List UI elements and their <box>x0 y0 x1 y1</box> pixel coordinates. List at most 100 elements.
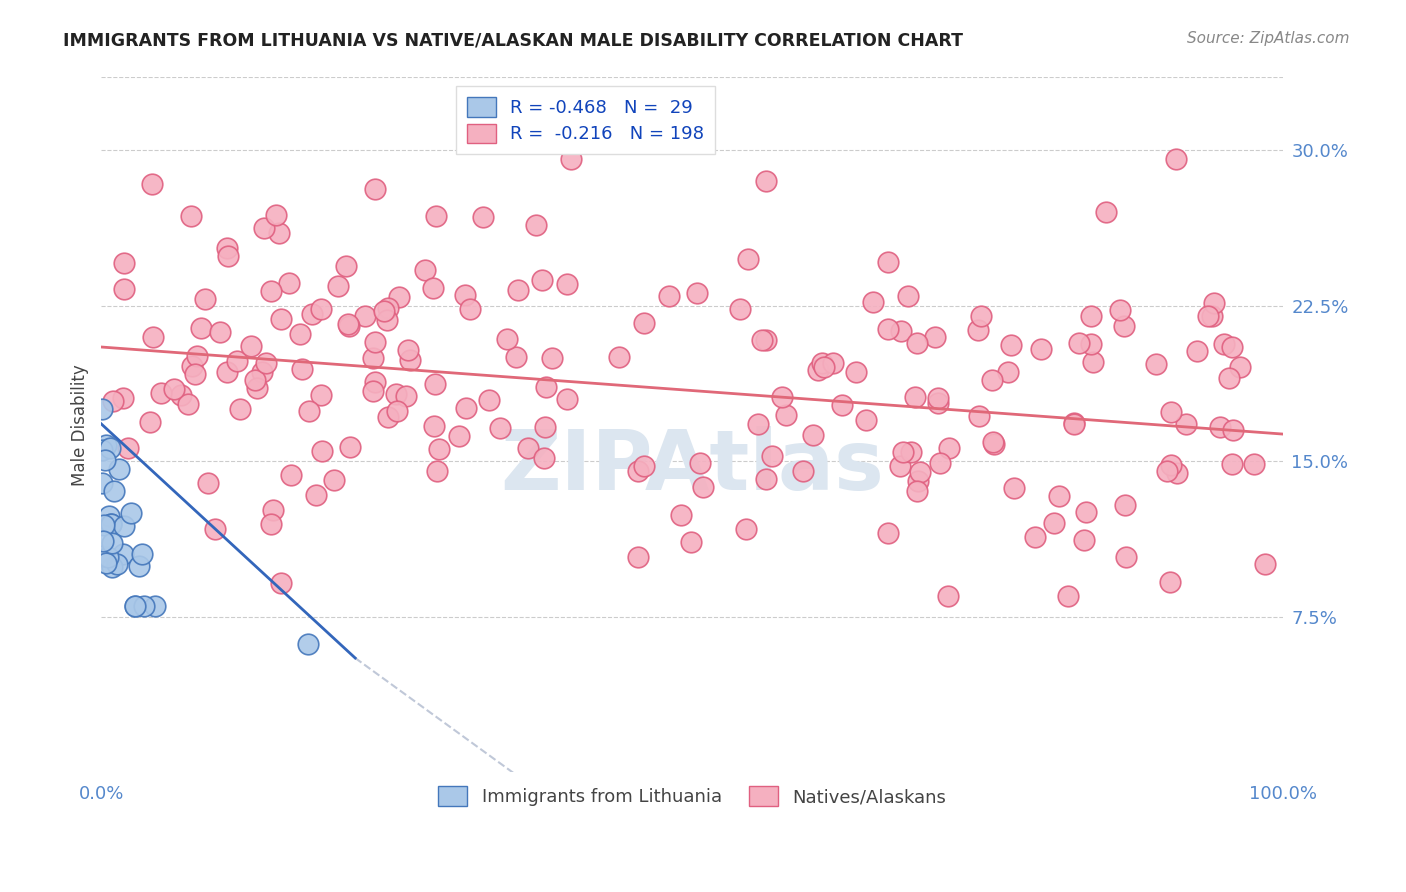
Point <box>1156 464 1178 478</box>
Point <box>938 441 960 455</box>
Point <box>323 473 346 487</box>
Point <box>143 599 166 614</box>
Point <box>1029 342 1052 356</box>
Point <box>730 301 752 316</box>
Point <box>163 382 186 396</box>
Point <box>215 241 238 255</box>
Point <box>94 453 117 467</box>
Point <box>395 388 418 402</box>
Point <box>1144 357 1167 371</box>
Point <box>270 312 292 326</box>
Point <box>454 401 477 415</box>
Point <box>228 401 250 416</box>
Point <box>1073 533 1095 547</box>
Point <box>831 398 853 412</box>
Point <box>377 301 399 315</box>
Point <box>253 220 276 235</box>
Point <box>94 438 117 452</box>
Point <box>524 218 547 232</box>
Point <box>1204 296 1226 310</box>
Point <box>1063 416 1085 430</box>
Point <box>311 444 333 458</box>
Point <box>194 292 217 306</box>
Point <box>373 303 395 318</box>
Point <box>633 316 655 330</box>
Point <box>1002 481 1025 495</box>
Point <box>555 277 578 291</box>
Point <box>311 388 333 402</box>
Point <box>112 519 135 533</box>
Point <box>93 518 115 533</box>
Point <box>855 413 877 427</box>
Point <box>112 256 135 270</box>
Text: ZIPAtlas: ZIPAtlas <box>501 426 884 507</box>
Point <box>981 434 1004 449</box>
Point <box>112 282 135 296</box>
Point <box>100 516 122 531</box>
Point <box>209 326 232 340</box>
Point <box>246 381 269 395</box>
Point <box>103 483 125 498</box>
Text: Source: ZipAtlas.com: Source: ZipAtlas.com <box>1187 31 1350 46</box>
Point <box>1160 458 1182 472</box>
Point <box>1164 152 1187 166</box>
Point <box>97 549 120 564</box>
Point <box>560 152 582 166</box>
Point <box>1081 355 1104 369</box>
Point <box>425 209 447 223</box>
Point <box>217 249 239 263</box>
Point <box>309 302 332 317</box>
Point <box>755 333 778 347</box>
Point <box>877 255 900 269</box>
Point <box>1209 420 1232 434</box>
Point <box>297 636 319 650</box>
Point <box>363 351 385 366</box>
Point <box>423 377 446 392</box>
Point <box>813 360 835 375</box>
Point <box>387 404 409 418</box>
Point <box>108 462 131 476</box>
Point <box>980 373 1002 387</box>
Point <box>845 365 868 379</box>
Point <box>966 323 988 337</box>
Y-axis label: Male Disability: Male Disability <box>72 364 89 485</box>
Point <box>1056 589 1078 603</box>
Point <box>633 459 655 474</box>
Point <box>555 392 578 406</box>
Point <box>337 318 360 333</box>
Point <box>1024 530 1046 544</box>
Point <box>91 401 114 416</box>
Point <box>364 334 387 349</box>
Point <box>335 259 357 273</box>
Point <box>1080 337 1102 351</box>
Point <box>1074 505 1097 519</box>
Point <box>970 309 993 323</box>
Point <box>180 210 202 224</box>
Point <box>132 599 155 614</box>
Point <box>398 353 420 368</box>
Point <box>141 177 163 191</box>
Point <box>91 549 114 563</box>
Point <box>91 534 114 549</box>
Point <box>1222 340 1244 354</box>
Point <box>1222 423 1244 437</box>
Point <box>927 391 949 405</box>
Point <box>120 506 142 520</box>
Point <box>1229 359 1251 374</box>
Point <box>260 516 283 531</box>
Point <box>775 409 797 423</box>
Point <box>280 468 302 483</box>
Point <box>217 365 239 379</box>
Point <box>267 226 290 240</box>
Point <box>124 599 146 614</box>
Point <box>254 356 277 370</box>
Point <box>671 508 693 522</box>
Point <box>517 441 540 455</box>
Point <box>336 317 359 331</box>
Point <box>1115 549 1137 564</box>
Point <box>305 488 328 502</box>
Point <box>105 557 128 571</box>
Point <box>983 437 1005 451</box>
Point <box>751 333 773 347</box>
Point <box>969 409 991 423</box>
